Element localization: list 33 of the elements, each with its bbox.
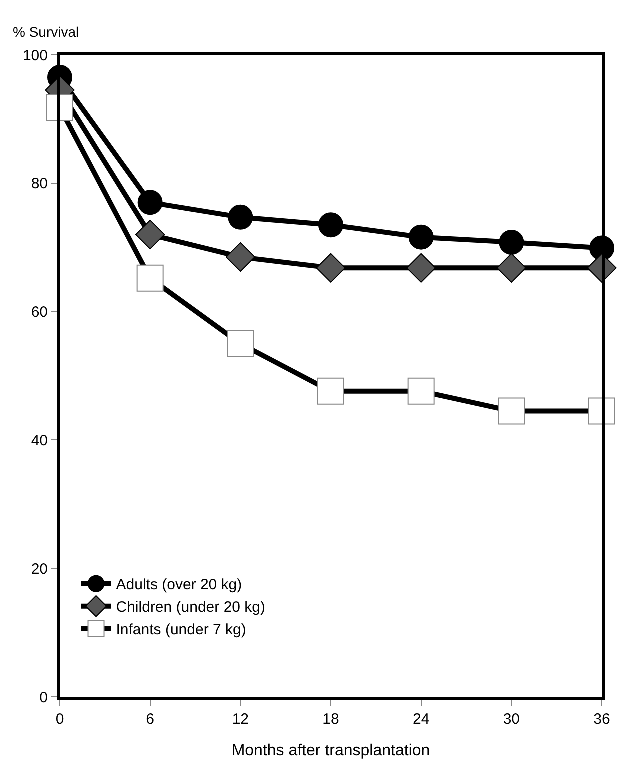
legend-label: Children (under 20 kg) — [116, 599, 266, 616]
point — [138, 190, 163, 216]
point — [498, 398, 526, 425]
y-tick-label: 80 — [31, 176, 48, 193]
x-axis-title: Months after transplantation — [232, 742, 430, 760]
point — [406, 253, 436, 283]
point — [226, 242, 256, 272]
x-tick-label: 30 — [503, 711, 520, 728]
y-tick-label: 100 — [22, 47, 48, 64]
legend-label: Infants (under 7 kg) — [116, 622, 246, 639]
x-tick-label: 18 — [322, 711, 340, 728]
y-tick-label: 0 — [40, 689, 48, 706]
point — [496, 253, 526, 283]
point — [228, 204, 254, 230]
y-tick-label: 60 — [31, 304, 48, 322]
point — [227, 330, 254, 358]
point — [408, 378, 435, 405]
x-tick-label: 6 — [146, 711, 154, 728]
point — [136, 264, 164, 292]
point — [318, 212, 344, 238]
y-axis-title: % Survival — [13, 24, 80, 40]
point — [499, 230, 524, 255]
y-tick-label: 20 — [31, 560, 48, 578]
x-tick-label: 12 — [232, 711, 250, 728]
point — [318, 378, 344, 405]
x-tick-label: 36 — [594, 711, 610, 728]
point — [136, 220, 166, 250]
y-tick-label: 40 — [31, 432, 48, 450]
x-tick-label: 0 — [56, 711, 64, 728]
x-tick-label: 24 — [412, 711, 430, 728]
legend-label: Adults (over 20 kg) — [116, 576, 242, 594]
point — [316, 253, 346, 283]
point — [408, 224, 434, 250]
